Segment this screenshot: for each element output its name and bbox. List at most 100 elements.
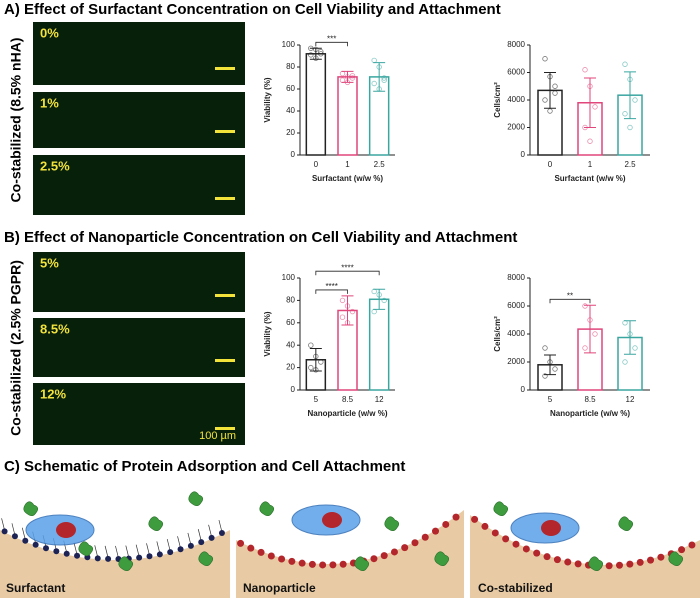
data-point [547, 108, 553, 114]
surfactant-head [198, 539, 205, 546]
panel-title: A) Effect of Surfactant Concentration on… [4, 1, 501, 18]
nanoparticle [688, 541, 696, 549]
scale-bar [215, 197, 235, 200]
data-point [622, 359, 628, 365]
data-point [318, 51, 324, 57]
y-tick-label: 8000 [507, 273, 525, 282]
significance-bracket [315, 289, 348, 294]
surfactant-tail [146, 543, 150, 556]
protein [618, 516, 634, 532]
protein [668, 551, 684, 567]
x-tick-label: 8.5 [342, 395, 354, 404]
side-label: Co-stabilized (8.5% nHA) [8, 38, 24, 203]
protein [118, 556, 134, 572]
y-axis-label: Cells/cm² [493, 82, 502, 118]
y-tick-label: 100 [282, 40, 296, 49]
error-bar [624, 71, 636, 120]
surfactant-head [218, 530, 225, 537]
nanoparticle [319, 561, 327, 569]
significance-label: **** [341, 263, 353, 272]
panel-title: C) Schematic of Protein Adsorption and C… [4, 458, 405, 475]
x-tick-label: 0 [548, 160, 553, 169]
significance-bracket [549, 298, 591, 304]
nanoparticle [574, 560, 582, 568]
x-tick-label: 2.5 [374, 160, 386, 169]
bar [337, 76, 358, 156]
y-tick-label: 40 [286, 340, 295, 349]
surfactant-head [208, 534, 215, 541]
nanoparticle [481, 522, 489, 530]
schematic-label: Nanoparticle [243, 581, 316, 595]
nanoparticle [370, 555, 378, 563]
nanoparticle [605, 562, 613, 570]
surfactant-tail [166, 539, 171, 552]
y-axis-label: Cells/cm² [493, 316, 502, 352]
y-tick-label: 60 [286, 84, 295, 93]
panel-title: B) Effect of Nanoparticle Concentration … [4, 229, 517, 246]
nanoparticle [491, 529, 499, 537]
nucleus [541, 520, 561, 536]
image-label: 8.5% [40, 321, 70, 336]
x-tick-label: 0 [314, 160, 319, 169]
error-bar [309, 47, 322, 60]
data-point [542, 97, 548, 103]
data-point [622, 61, 628, 67]
surfactant-tail [208, 524, 212, 537]
surfactant-tail [187, 532, 192, 546]
nanoparticle [657, 553, 665, 561]
scale-bar-label: 100 µm [199, 430, 236, 442]
nanoparticle [626, 560, 634, 568]
data-point [313, 353, 319, 360]
surfactant-head [53, 548, 60, 555]
surfactant-tail [125, 545, 130, 558]
y-tick-label: 2000 [507, 357, 525, 366]
surfactant-head [32, 541, 39, 548]
error-bar [584, 77, 596, 128]
data-point [318, 359, 324, 365]
nucleus [56, 522, 76, 538]
data-point [622, 320, 628, 326]
y-tick-label: 0 [291, 385, 296, 394]
surfactant-head [63, 550, 70, 557]
error-bar [544, 72, 556, 109]
x-tick-label: 2.5 [624, 160, 636, 169]
nanoparticle [257, 548, 265, 556]
protein [588, 556, 604, 572]
surfactant-head [74, 552, 81, 559]
protein [188, 491, 204, 507]
surfactant-tail [1, 518, 5, 531]
data-point [313, 46, 319, 53]
significance-label: *** [327, 34, 336, 43]
surfactant-head [94, 555, 101, 562]
data-point [371, 288, 377, 295]
image-label: 5% [40, 255, 59, 270]
y-tick-label: 4000 [507, 95, 525, 104]
nanoparticle [471, 515, 479, 523]
data-point [344, 74, 351, 80]
y-axis-label: Viability (%) [263, 77, 272, 123]
nanoparticle [636, 558, 644, 566]
data-point [371, 80, 377, 87]
surfactant-tail [104, 545, 109, 558]
nanoparticle [247, 544, 255, 552]
data-point [349, 73, 356, 79]
x-axis-label: Surfactant (w/w %) [312, 174, 383, 183]
y-tick-label: 0 [291, 150, 296, 159]
x-tick-label: 5 [314, 395, 319, 404]
protein [384, 516, 400, 532]
scale-bar [215, 294, 235, 297]
y-tick-label: 0 [521, 385, 526, 394]
data-point [547, 73, 553, 80]
nanoparticle [533, 549, 541, 557]
schematic [0, 482, 700, 598]
data-point [587, 138, 593, 144]
data-point [371, 308, 377, 315]
protein [434, 551, 450, 567]
micrograph [33, 318, 245, 377]
nanoparticle [512, 540, 520, 548]
side-label: Co-stabilized (2.5% PGPR) [8, 260, 24, 436]
nanoparticle [278, 555, 286, 563]
data-point [627, 331, 633, 337]
protein [148, 516, 164, 532]
surfactant-head [43, 545, 49, 552]
